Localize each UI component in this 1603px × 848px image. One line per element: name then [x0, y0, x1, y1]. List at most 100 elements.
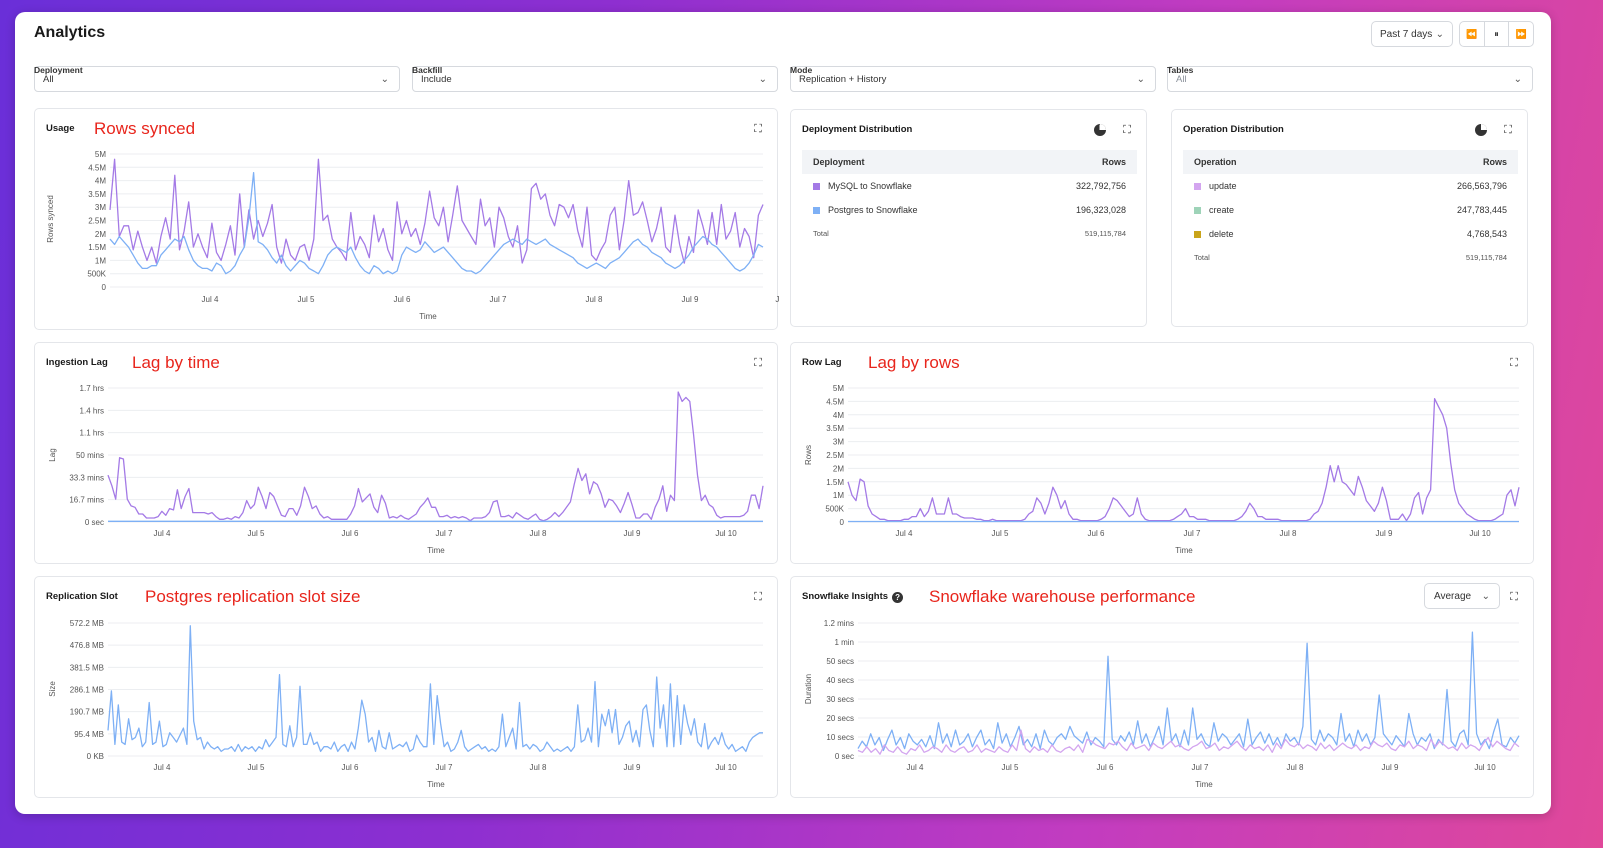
table-row: MySQL to Snowflake 322,792,756	[802, 174, 1137, 198]
time-range-select[interactable]: Past 7 days ⌄	[1371, 21, 1453, 47]
expand-icon[interactable]: ⛶	[1504, 124, 1512, 136]
expand-icon[interactable]: ⛶	[754, 357, 762, 369]
y-tick-label: 3.5M	[826, 424, 844, 433]
time-range-label: Past 7 days	[1380, 28, 1433, 40]
y-tick-label: 0 sec	[835, 752, 854, 761]
filter-label: Mode	[790, 65, 813, 75]
row-value: 266,563,796	[1456, 181, 1507, 191]
x-tick-label: Jul 8	[1287, 763, 1304, 772]
fast-forward-button[interactable]: ⏩	[1515, 28, 1527, 39]
tables-select[interactable]: All ⌄	[1167, 66, 1533, 92]
x-tick-label: Jul 7	[436, 763, 453, 772]
expand-icon[interactable]: ⛶	[754, 591, 762, 603]
x-tick-label: Jul 4	[896, 529, 913, 538]
expand-icon[interactable]: ⛶	[1510, 591, 1518, 603]
card-title: Row Lag	[802, 357, 842, 368]
y-tick-label: 40 secs	[826, 676, 854, 685]
pie-chart-icon[interactable]	[1474, 123, 1488, 137]
operation-table: Operation Rows update 266,563,796 create…	[1183, 150, 1518, 268]
y-tick-label: 0	[102, 283, 107, 292]
column-header: Deployment	[813, 157, 865, 167]
column-header: Rows	[1482, 157, 1507, 167]
expand-icon[interactable]: ⛶	[754, 123, 762, 135]
filter-value: Include	[421, 74, 452, 85]
y-tick-label: 286.1 MB	[70, 686, 104, 695]
help-icon[interactable]: ?	[892, 592, 904, 603]
y-tick-label: 10 secs	[826, 733, 854, 742]
y-axis-title: Lag	[48, 448, 57, 461]
row-value: 247,783,445	[1456, 205, 1507, 215]
annotation-label: Postgres replication slot size	[145, 587, 361, 606]
y-tick-label: 4M	[833, 411, 844, 420]
expand-icon[interactable]: ⛶	[1123, 124, 1131, 136]
filter-tables: Tables All ⌄	[1167, 65, 1533, 92]
card-title: Usage	[46, 123, 75, 134]
y-tick-label: 572.2 MB	[70, 619, 104, 628]
expand-icon[interactable]: ⛶	[1510, 357, 1518, 369]
y-tick-label: 30 secs	[826, 695, 854, 704]
x-tick-label: Jul 5	[992, 529, 1009, 538]
usage-card: Usage Rows synced ⛶ 5M 4.5M 4M 3.5M 3M 2.5M 2M…	[34, 108, 779, 330]
x-tick-label: Jul 6	[1097, 763, 1114, 772]
column-header: Rows	[1101, 157, 1126, 167]
x-tick-label: Jul 9	[624, 763, 641, 772]
y-axis-title: Rows	[804, 445, 813, 465]
y-tick-label: 3.5M	[88, 190, 106, 199]
series-line	[109, 171, 764, 275]
x-tick-label: Jul 8	[530, 529, 547, 538]
aggregation-select[interactable]: Average ⌄	[1424, 583, 1500, 609]
y-tick-label: 4.5M	[826, 397, 844, 406]
deployment-distribution-card: Deployment Distribution ⛶ Deployment Row…	[790, 109, 1147, 327]
row-value: 322,792,756	[1075, 181, 1126, 191]
row-name: update	[1209, 181, 1237, 191]
x-tick-label: Jul 7	[1192, 763, 1209, 772]
y-tick-label: 50 mins	[76, 451, 104, 460]
usage-chart: 5M 4.5M 4M 3.5M 3M 2.5M 2M 1.5M 1M 500K 0 Rows sync…	[46, 150, 779, 321]
y-tick-label: 50 secs	[826, 657, 854, 666]
y-tick-label: 1.2 mins	[824, 619, 854, 628]
x-tick-label: Jul 8	[530, 763, 547, 772]
series-line	[857, 729, 1520, 755]
x-tick-label: Jul 6	[394, 295, 411, 304]
table-row: delete 4,768,543	[1183, 222, 1518, 246]
row-value: 196,323,028	[1075, 205, 1126, 215]
deployment-select[interactable]: All ⌄	[34, 66, 400, 92]
legend-swatch	[813, 183, 820, 191]
y-tick-label: 4.5M	[88, 163, 106, 172]
filter-value: All	[43, 74, 54, 85]
y-axis-title: Size	[48, 681, 57, 697]
filter-mode: Mode Replication + History ⌄	[790, 65, 1156, 92]
y-tick-label: 20 secs	[826, 714, 854, 723]
x-tick-label: Jul 4	[154, 529, 171, 538]
x-tick-label: Jul 9	[682, 295, 699, 304]
filter-value: Replication + History	[799, 74, 887, 85]
x-tick-label: Jul 10	[1469, 529, 1491, 538]
y-tick-label: 476.8 MB	[70, 641, 104, 650]
chevron-down-icon: ⌄	[1481, 590, 1490, 602]
chevron-down-icon: ⌄	[758, 74, 767, 85]
x-tick-label: Jul 9	[624, 529, 641, 538]
mode-select[interactable]: Replication + History ⌄	[790, 66, 1156, 92]
snowflake-insights-chart: 1.2 mins 1 min 50 secs 40 secs 30 secs 20 sec…	[804, 619, 1520, 789]
y-tick-label: 2.5M	[826, 451, 844, 460]
pie-chart-icon[interactable]	[1093, 123, 1107, 137]
y-tick-label: 5M	[833, 384, 844, 393]
filter-value: All	[1176, 74, 1187, 85]
rewind-button[interactable]: ⏪	[1460, 22, 1485, 46]
y-tick-label: 1 min	[834, 638, 854, 647]
table-row: Postgres to Snowflake 196,323,028	[802, 198, 1137, 222]
ingestion-lag-chart: 1.7 hrs 1.4 hrs 1.1 hrs 50 mins 33.3 mins 16.…	[48, 384, 764, 555]
backfill-select[interactable]: Include ⌄	[412, 66, 778, 92]
x-tick-label: Jul 10	[715, 529, 737, 538]
y-axis-title: Rows synced	[46, 195, 55, 243]
legend-swatch	[1194, 183, 1201, 191]
filter-backfill: Backfill Include ⌄	[412, 65, 778, 92]
x-tick-label: Jul 6	[342, 763, 359, 772]
pause-button[interactable]: ⏸	[1485, 22, 1510, 46]
x-tick-label: Jul 10	[715, 763, 737, 772]
x-axis-title: Time	[1175, 546, 1193, 555]
x-tick-label: Jul 4	[202, 295, 219, 304]
table-header: Deployment Rows	[802, 150, 1137, 174]
y-tick-label: 4M	[95, 177, 106, 186]
y-tick-label: 381.5 MB	[70, 663, 104, 672]
